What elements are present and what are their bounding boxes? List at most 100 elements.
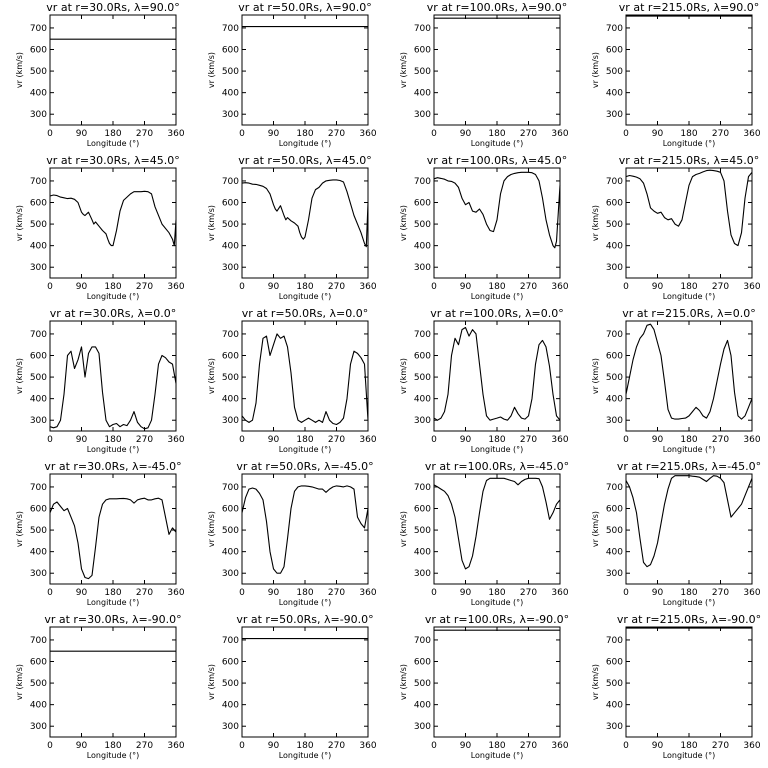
series-line — [433, 326, 561, 421]
panel-16: vr at r=215.0Rs, λ=-45.0° 0 90 180 270 360 300… — [591, 460, 761, 607]
x-tick-label: 270 — [712, 282, 729, 292]
x-tick-label: 360 — [743, 588, 760, 598]
panel-title: vr at r=30.0Rs, λ=0.0° — [50, 307, 176, 320]
x-tick-label: 270 — [136, 282, 153, 292]
x-tick-label: 0 — [623, 282, 629, 292]
y-tick-label: 700 — [222, 24, 239, 34]
y-tick-label: 400 — [414, 701, 431, 711]
x-axis-label: Longitude (°) — [471, 751, 524, 760]
y-tick-label: 400 — [30, 548, 47, 558]
x-tick-label: 0 — [431, 282, 437, 292]
y-tick-label: 400 — [606, 89, 623, 99]
y-tick-label: 500 — [606, 526, 623, 536]
y-tick-label: 500 — [30, 526, 47, 536]
x-tick-label: 90 — [652, 741, 664, 751]
plot-frame — [433, 320, 561, 432]
y-tick-label: 300 — [606, 110, 623, 120]
x-tick-label: 90 — [460, 129, 472, 139]
series-line — [625, 169, 753, 247]
x-tick-label: 90 — [460, 435, 472, 445]
y-tick-label: 400 — [606, 395, 623, 405]
y-axis-label: vr (km/s) — [207, 52, 216, 88]
x-tick-label: 360 — [167, 129, 184, 139]
y-tick-label: 400 — [222, 242, 239, 252]
plot-frame — [433, 473, 561, 585]
series-line — [433, 171, 561, 249]
panel-title: vr at r=215.0Rs, λ=90.0° — [619, 1, 759, 14]
x-axis-label: Longitude (°) — [471, 598, 524, 607]
series-line — [241, 179, 369, 248]
x-tick-label: 180 — [104, 741, 121, 751]
plot-frame — [433, 626, 561, 738]
x-tick-label: 0 — [623, 588, 629, 598]
x-tick-label: 270 — [328, 129, 345, 139]
x-tick-label: 180 — [488, 282, 505, 292]
panel-11: vr at r=100.0Rs, λ=0.0° 0 90 180 270 360 300 40… — [399, 307, 569, 454]
panel-14: vr at r=50.0Rs, λ=-45.0° 0 90 180 270 360 300 4… — [207, 460, 377, 607]
y-tick-label: 300 — [414, 263, 431, 273]
y-tick-label: 400 — [30, 701, 47, 711]
x-tick-label: 270 — [328, 588, 345, 598]
x-axis-label: Longitude (°) — [279, 598, 332, 607]
x-axis-label: Longitude (°) — [87, 751, 140, 760]
panel-20: vr at r=215.0Rs, λ=-90.0° 0 90 180 270 360 300… — [591, 613, 761, 760]
y-axis-label: vr (km/s) — [591, 205, 600, 241]
y-tick-label: 300 — [606, 416, 623, 426]
y-tick-label: 400 — [30, 89, 47, 99]
y-tick-label: 400 — [606, 242, 623, 252]
panel-title: vr at r=100.0Rs, λ=0.0° — [430, 307, 563, 320]
y-tick-label: 500 — [414, 220, 431, 230]
x-tick-label: 90 — [268, 588, 280, 598]
x-tick-label: 0 — [239, 741, 245, 751]
series-line — [625, 475, 753, 568]
x-tick-label: 0 — [47, 282, 53, 292]
x-axis-label: Longitude (°) — [663, 139, 716, 148]
y-axis-label: vr (km/s) — [591, 52, 600, 88]
y-tick-label: 700 — [606, 177, 623, 187]
y-tick-label: 600 — [222, 199, 239, 209]
y-tick-label: 500 — [222, 373, 239, 383]
x-tick-label: 270 — [520, 129, 537, 139]
y-tick-label: 700 — [30, 177, 47, 187]
y-tick-label: 400 — [222, 89, 239, 99]
y-tick-label: 300 — [222, 263, 239, 273]
x-tick-label: 270 — [328, 435, 345, 445]
x-tick-label: 360 — [167, 741, 184, 751]
x-tick-label: 180 — [488, 435, 505, 445]
plot-frame — [625, 473, 753, 585]
panel-7: vr at r=100.0Rs, λ=45.0° 0 90 180 270 360 300 4… — [399, 154, 569, 301]
x-tick-label: 360 — [359, 282, 376, 292]
y-tick-label: 600 — [606, 352, 623, 362]
panel-title: vr at r=100.0Rs, λ=45.0° — [427, 154, 567, 167]
y-tick-label: 600 — [606, 505, 623, 515]
y-tick-label: 600 — [414, 199, 431, 209]
panel-12: vr at r=215.0Rs, λ=0.0° 0 90 180 270 360 300 40… — [591, 307, 761, 454]
y-axis-label: vr (km/s) — [591, 511, 600, 547]
y-tick-label: 500 — [606, 220, 623, 230]
series-line — [49, 497, 177, 580]
y-axis-label: vr (km/s) — [591, 664, 600, 700]
panel-2: vr at r=50.0Rs, λ=90.0° 0 90 180 270 360 300 40… — [207, 1, 377, 148]
y-tick-label: 700 — [606, 483, 623, 493]
x-tick-label: 360 — [551, 588, 568, 598]
y-tick-label: 400 — [30, 242, 47, 252]
y-tick-label: 500 — [30, 220, 47, 230]
x-tick-label: 0 — [239, 129, 245, 139]
y-tick-label: 700 — [414, 483, 431, 493]
y-tick-label: 500 — [30, 373, 47, 383]
y-axis-label: vr (km/s) — [399, 205, 408, 241]
x-tick-label: 360 — [167, 282, 184, 292]
y-tick-label: 600 — [30, 505, 47, 515]
x-tick-label: 270 — [520, 588, 537, 598]
x-tick-label: 90 — [652, 588, 664, 598]
x-tick-label: 180 — [104, 588, 121, 598]
y-tick-label: 500 — [606, 373, 623, 383]
y-tick-label: 300 — [30, 263, 47, 273]
plot-frame — [241, 626, 369, 738]
x-tick-label: 360 — [743, 129, 760, 139]
y-tick-label: 500 — [414, 679, 431, 689]
y-tick-label: 600 — [414, 352, 431, 362]
y-tick-label: 300 — [30, 110, 47, 120]
y-tick-label: 700 — [222, 330, 239, 340]
series-line — [625, 323, 753, 420]
